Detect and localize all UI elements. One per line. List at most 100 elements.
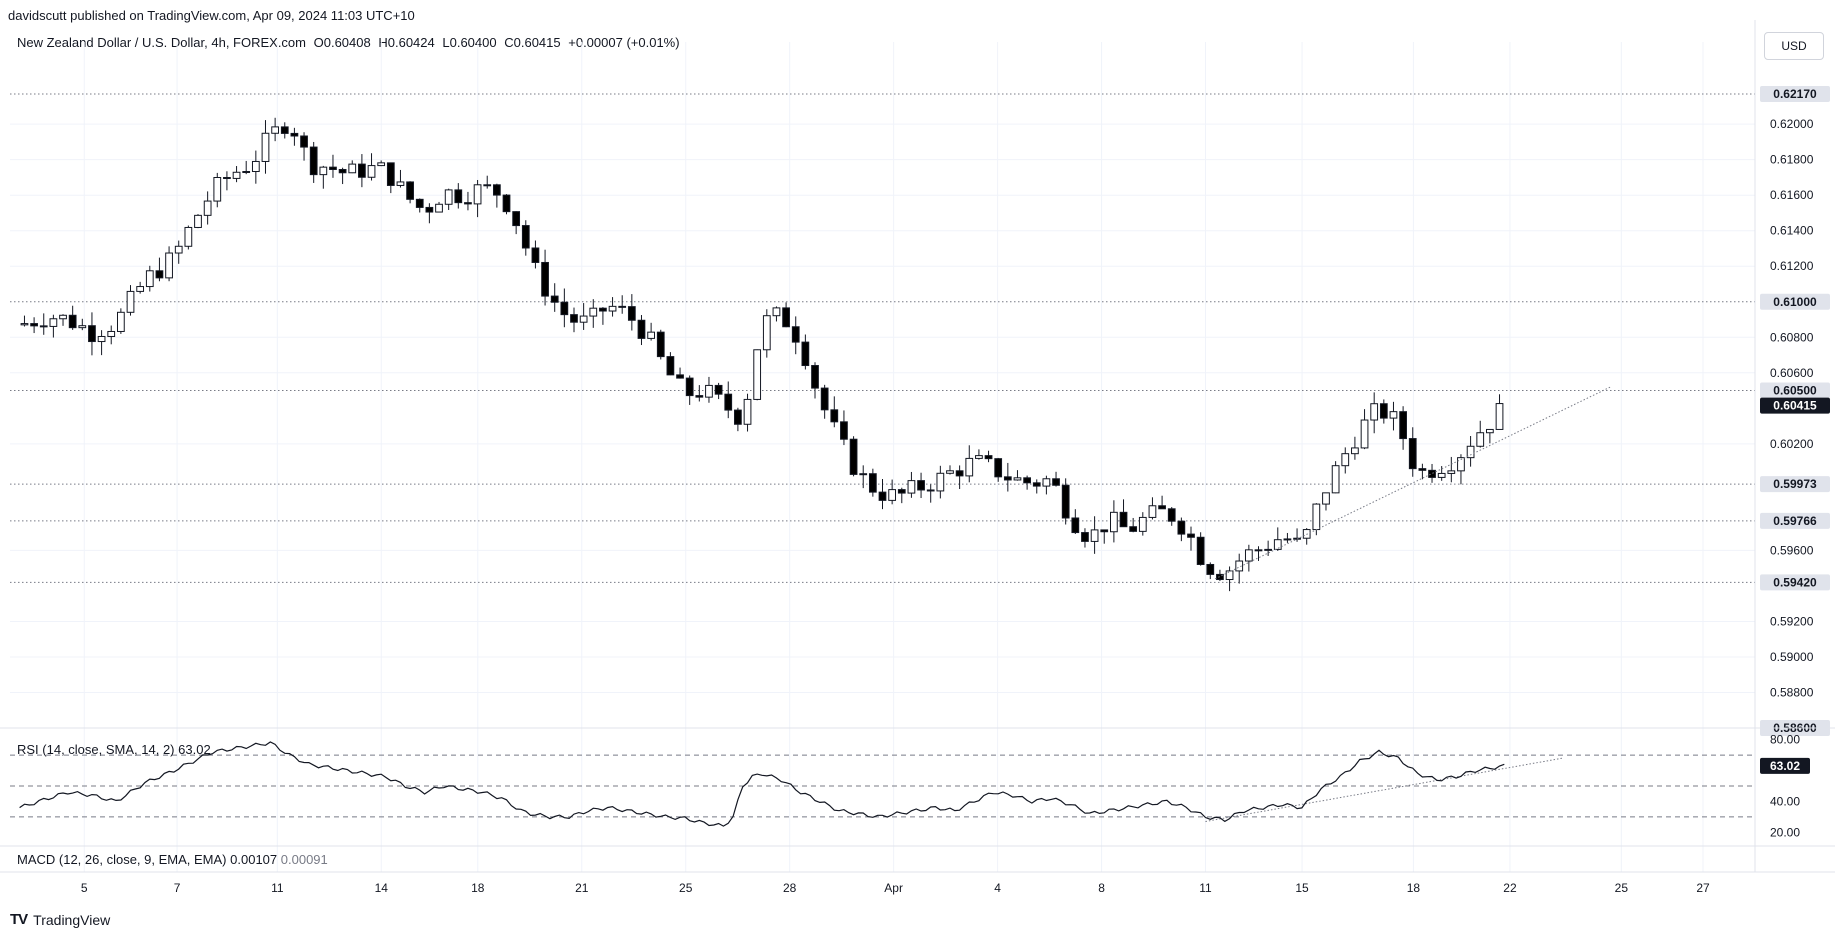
time-tick-label: 5 (81, 881, 88, 895)
rsi-value-label: 63.02 (1770, 759, 1800, 773)
candle-down (627, 306, 636, 321)
macd-legend: MACD (12, 26, close, 9, EMA, EMA) 0.0010… (17, 852, 328, 867)
price-tick-label: 0.61800 (1770, 153, 1814, 167)
price-level-tag (1760, 512, 1830, 529)
candle-up (1013, 477, 1022, 481)
rsi-trendline (1205, 757, 1563, 822)
macd-signal-value: 0.00091 (280, 852, 328, 867)
macd-label[interactable]: MACD (12, 26, close, 9, EMA, EMA) (17, 852, 227, 867)
candle-up (965, 457, 974, 477)
currency-button[interactable]: USD (1764, 32, 1824, 60)
candle-up (1360, 419, 1369, 449)
rsi-label[interactable]: RSI (14, close, SMA, 14, 2) (17, 742, 175, 757)
time-tick-label: 18 (1407, 881, 1421, 895)
time-tick-label: 28 (783, 881, 797, 895)
candle-down (666, 356, 675, 376)
candle-up (1283, 538, 1292, 541)
candle-down (994, 458, 1003, 478)
candle-down (155, 270, 164, 279)
price-level-label: 0.59766 (1773, 514, 1817, 528)
rsi-legend: RSI (14, close, SMA, 14, 2) 63.02 (17, 742, 211, 757)
candle-up (213, 177, 222, 202)
time-tick-label: 14 (375, 881, 389, 895)
candle-down (1408, 438, 1417, 470)
candle-down (1428, 469, 1436, 478)
candle-down (1399, 411, 1407, 440)
candle-down (521, 225, 530, 249)
ohlc-close: C0.60415 (504, 35, 561, 50)
candle-down (1167, 508, 1176, 522)
candle-up (1273, 539, 1282, 550)
candle-down (300, 135, 308, 148)
candle-up (975, 455, 983, 459)
time-tick-label: 11 (1199, 881, 1212, 895)
candle-down (570, 314, 578, 323)
candle-up (1138, 516, 1147, 532)
symbol-title[interactable]: New Zealand Dollar / U.S. Dollar, 4h, FO… (17, 35, 306, 50)
rsi-value-tag (1760, 757, 1810, 774)
tradingview-brand: TradingView (33, 911, 111, 928)
candle-down (1003, 476, 1012, 481)
price-change: +0.00007 (+0.01%) (568, 35, 680, 50)
price-level-label: 0.60500 (1773, 384, 1817, 398)
candle-up (1148, 505, 1157, 518)
candle-down (791, 326, 800, 343)
candle-down (483, 184, 492, 187)
axes: 5 7 11 14 18 21 25 28 Apr 4 8 11 15 18 22 25 270.620000.… (0, 20, 1835, 895)
candle-up (946, 470, 954, 474)
candle-up (1486, 428, 1494, 434)
candle-down (531, 247, 540, 263)
candle-down (811, 365, 819, 389)
footer: TV TradingView (10, 911, 110, 928)
candle-down (406, 181, 414, 200)
candle-up (174, 245, 183, 254)
candle-down (550, 295, 559, 303)
price-level-label: 0.61000 (1773, 295, 1817, 309)
candle-up (1389, 411, 1398, 419)
candle-down (917, 480, 925, 491)
candle-up (203, 200, 212, 216)
candle-down (502, 194, 511, 213)
rsi-pane: 80.00 40.00 20.00 63.02 (10, 733, 1810, 839)
symbol-legend: New Zealand Dollar / U.S. Dollar, 4h, FO… (17, 35, 684, 50)
price-level-tag (1760, 382, 1830, 399)
price-level-tag (1760, 293, 1830, 310)
price-level-tag (1760, 574, 1830, 591)
candle-down (656, 331, 665, 358)
candle-down (358, 163, 366, 178)
candle-down (329, 166, 337, 170)
price-tick-label: 0.62000 (1770, 117, 1814, 131)
candle-down (223, 177, 231, 180)
candle-down (1052, 478, 1060, 486)
candle-down (695, 395, 704, 398)
candle-up (1341, 453, 1350, 467)
time-tick-label: 27 (1696, 881, 1710, 895)
candle-down (512, 211, 521, 227)
candle-down (1379, 403, 1388, 419)
candle-down (1418, 468, 1427, 471)
candle-up (936, 472, 945, 492)
candle-up (1466, 445, 1475, 459)
price-tick-label: 0.58800 (1770, 685, 1814, 699)
candle-down (878, 491, 887, 501)
candle-down (637, 319, 646, 339)
candle-up (1322, 492, 1330, 505)
time-tick-label: 25 (1615, 881, 1629, 895)
candle-down (88, 325, 96, 343)
candle-down (714, 384, 723, 395)
candle-up (1457, 457, 1465, 472)
candle-down (830, 409, 839, 423)
candle-down (1129, 526, 1138, 532)
candle-down (1081, 532, 1089, 542)
candle-up (261, 132, 270, 162)
rsi-value: 63.02 (178, 742, 211, 757)
candle-up (377, 162, 386, 167)
trendlines (1205, 386, 1611, 822)
candle-down (464, 202, 472, 205)
candle-down (801, 341, 810, 367)
current-price-tag (1760, 397, 1830, 414)
candle-down (685, 377, 694, 397)
candles (20, 117, 1504, 592)
candle-down (782, 307, 790, 328)
